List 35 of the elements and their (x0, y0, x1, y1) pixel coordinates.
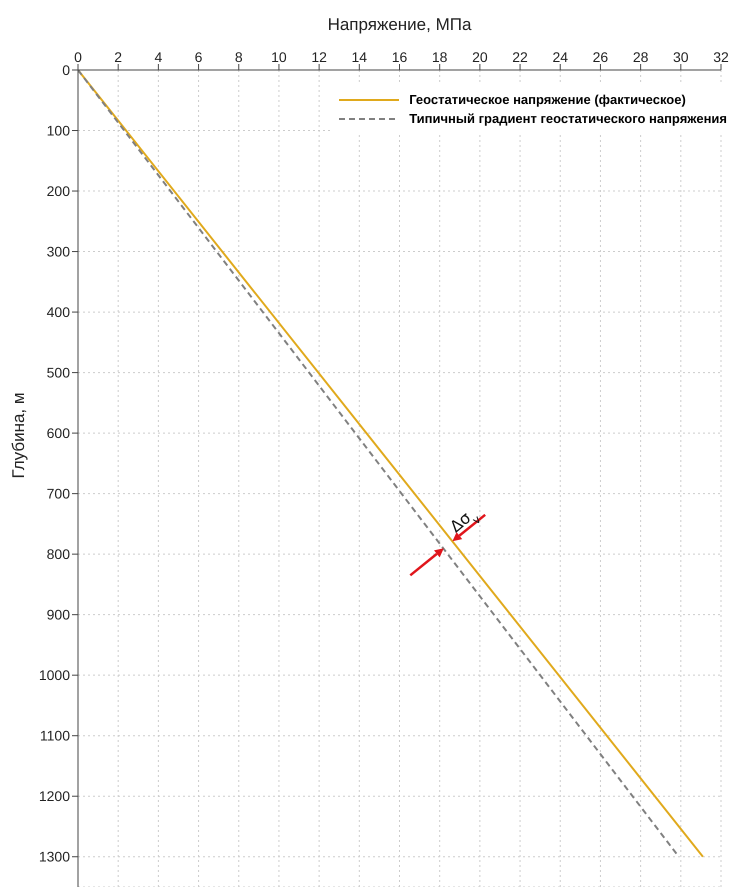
y-tick-label: 1300 (38, 848, 70, 865)
y-tick-label: 700 (46, 486, 70, 502)
y-tick-label: 800 (46, 546, 70, 562)
x-tick-label: 4 (154, 49, 162, 65)
x-tick-label: 24 (552, 49, 568, 65)
x-tick-label: 32 (713, 49, 729, 65)
y-tick-label: 1200 (38, 788, 70, 804)
y-axis-title: Глубина, м (9, 392, 28, 478)
x-tick-label: 22 (512, 49, 528, 65)
y-tick-label: 900 (46, 606, 70, 623)
x-tick-label: 16 (392, 49, 408, 65)
x-tick-label: 18 (432, 49, 448, 65)
x-tick-label: 14 (352, 49, 368, 65)
x-tick-label: 6 (194, 49, 203, 65)
legend-label: Типичный градиент геостатического напряжения (409, 111, 727, 126)
x-tick-label: 28 (632, 49, 649, 65)
y-tick-label: 1000 (38, 667, 70, 684)
y-tick-label: 200 (46, 183, 70, 200)
legend-label: Геостатическое напряжение (фактическое) (409, 92, 686, 107)
x-tick-label: 20 (472, 49, 488, 65)
x-tick-label: 30 (673, 49, 689, 65)
y-tick-label: 400 (46, 304, 70, 320)
x-tick-label: 12 (311, 49, 328, 65)
y-tick-label: 1100 (40, 728, 70, 744)
y-tick-label: 100 (46, 122, 70, 138)
y-tick-label: 0 (62, 62, 70, 78)
x-tick-label: 0 (74, 49, 82, 65)
x-axis-title: Напряжение, МПа (328, 15, 472, 34)
y-tick-label: 300 (46, 244, 70, 260)
x-tick-label: 26 (592, 49, 608, 65)
x-tick-label: 10 (271, 49, 287, 65)
y-tick-label: 500 (46, 364, 70, 381)
x-tick-label: 8 (234, 49, 243, 65)
y-tick-label: 600 (46, 425, 70, 442)
x-tick-label: 2 (114, 49, 122, 65)
